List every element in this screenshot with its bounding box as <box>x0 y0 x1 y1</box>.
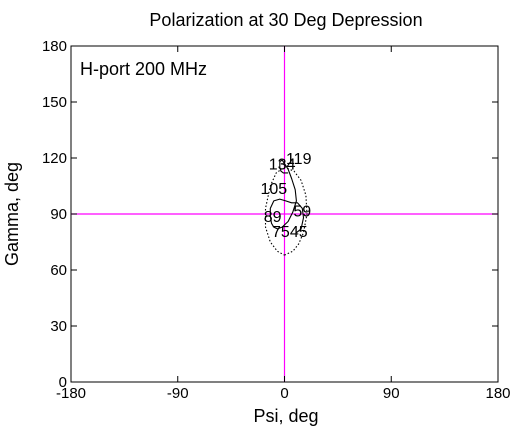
point-label: 45 <box>290 224 308 241</box>
point-label: 119 <box>286 151 312 168</box>
y-tick-label: 0 <box>59 374 67 391</box>
y-tick-label: 30 <box>50 318 67 335</box>
x-tick-label: 180 <box>485 385 510 402</box>
axis-ticks: -180 -90 0 90 180 0 30 60 90 120 150 180 <box>42 38 511 402</box>
y-tick-label: 60 <box>50 262 67 279</box>
x-axis-label: Psi, deg <box>253 406 318 426</box>
dotted-polarization-curve <box>264 166 308 256</box>
solid-polarization-curve <box>269 159 305 234</box>
chart-title: Polarization at 30 Deg Depression <box>149 10 422 30</box>
crosshair <box>71 46 498 382</box>
point-label: 105 <box>260 181 287 198</box>
y-tick-label: 120 <box>42 150 67 167</box>
x-tick-label: 0 <box>280 385 288 402</box>
x-tick-label: -90 <box>167 385 189 402</box>
data-series <box>264 159 308 256</box>
y-tick-label: 150 <box>42 94 67 111</box>
y-axis-label: Gamma, deg <box>2 162 22 266</box>
y-tick-label: 90 <box>50 206 67 223</box>
point-label: 134 <box>269 157 296 174</box>
port-frequency-annotation: H-port 200 MHz <box>80 59 207 79</box>
point-label: 59 <box>293 203 311 220</box>
point-label: 89 <box>264 209 282 226</box>
y-tick-label: 180 <box>42 38 67 55</box>
point-label: 75 <box>272 224 290 241</box>
x-tick-label: 90 <box>383 385 400 402</box>
x-tick-label: -180 <box>56 385 86 402</box>
